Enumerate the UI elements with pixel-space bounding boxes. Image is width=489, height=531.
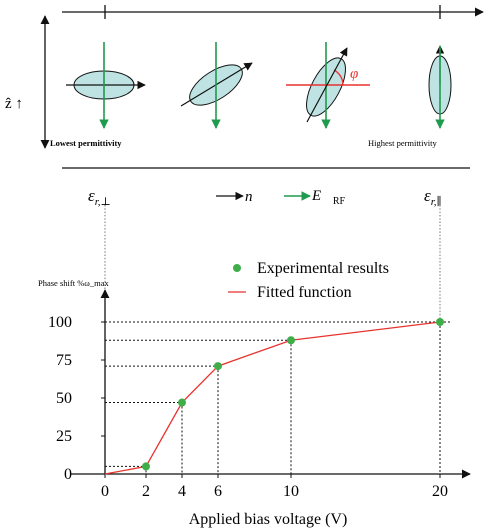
eps-par-sub: r,∥ <box>431 195 442 208</box>
x-tick-label: 4 <box>178 483 186 500</box>
x-tick-label: 20 <box>432 483 448 500</box>
legend-experimental-marker <box>233 264 241 272</box>
experimental-point <box>287 336 295 345</box>
molecule-highest <box>428 45 452 129</box>
x-tick-label: 10 <box>283 483 299 500</box>
experimental-point <box>214 362 222 371</box>
x-tick-label: 6 <box>214 483 222 500</box>
molecule-lowest <box>66 42 146 129</box>
eps-par-base: ε <box>424 186 431 205</box>
fitted-line <box>104 321 441 475</box>
x-tick-label: 0 <box>101 483 109 500</box>
phi-label: φ <box>350 66 358 82</box>
chart-series <box>104 318 444 475</box>
highest-permittivity-label: Highest permittivity <box>368 138 437 148</box>
experimental-point <box>142 462 150 471</box>
phase-shift-chart: Phase shift %ω_max 0 2 4 6 10 20 0 25 50 75 100 Ex… <box>38 260 471 528</box>
legend-n: n⃗ <box>216 189 264 205</box>
eps-perp-base: ε <box>88 186 95 205</box>
legend-n-label: n⃗ <box>245 189 264 205</box>
chart-ticks: 0 2 4 6 10 20 0 25 50 75 100 <box>48 314 448 500</box>
x-axis-label: Applied bias voltage (V) <box>189 511 348 528</box>
legend-fitted-label: Fitted function <box>257 284 352 301</box>
molecule-tilt-large: φ <box>286 42 370 129</box>
experimental-point <box>436 318 444 326</box>
lowest-permittivity-label: Lowest permittivity <box>50 138 122 148</box>
director-arrow <box>306 47 348 123</box>
legend-e-base: E⃗ <box>311 188 333 204</box>
x-tick-label: 2 <box>142 483 150 500</box>
legend-e-sub: RF <box>333 196 346 207</box>
y-tick-label: 25 <box>56 428 72 445</box>
y-tick-label: 75 <box>56 352 72 369</box>
experimental-point <box>178 398 186 407</box>
eps-perp-sub: r,⊥ <box>95 196 111 208</box>
y-tick-label: 0 <box>64 466 72 483</box>
eps-perp-label: εr,⊥ <box>88 186 111 208</box>
y-tick-label: 50 <box>56 390 72 407</box>
molecule-tilt-small <box>180 42 253 129</box>
chart-guides <box>105 321 452 474</box>
chart-title: Phase shift %ω_max <box>38 278 110 288</box>
y-tick-label: 100 <box>48 314 72 331</box>
legend-e-label: E⃗RF <box>311 188 346 207</box>
z-axis-label: ẑ ↑ <box>5 96 23 112</box>
legend-e: E⃗RF <box>284 188 346 207</box>
chart-legend: Experimental results Fitted function <box>228 260 389 301</box>
eps-par-label: εr,∥ <box>424 186 442 208</box>
legend-experimental-label: Experimental results <box>257 260 389 277</box>
permittivity-diagram: ẑ ↑ φ Lowest permittivity <box>5 5 484 462</box>
